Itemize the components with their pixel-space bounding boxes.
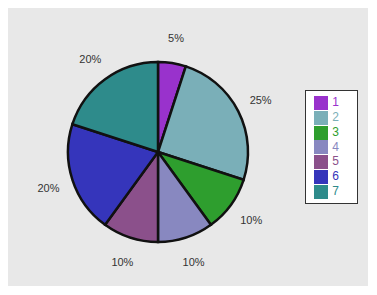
html-text:7: 7 [332,184,339,199]
svg-text:5%: 5% [168,32,184,44]
svg-text:20%: 20% [79,53,101,65]
html-text:3: 3 [332,124,339,139]
svg-text:10%: 10% [240,214,262,226]
svg-text:10%: 10% [111,256,133,268]
svg-text:25%: 25% [250,94,272,106]
html-text:5: 5 [332,154,339,169]
html-text:4: 4 [332,139,339,154]
html-text:6: 6 [332,169,339,184]
svg-text:20%: 20% [37,182,59,194]
html-text:1: 1 [332,95,339,110]
svg-text:10%: 10% [183,256,205,268]
html-text:2: 2 [332,109,339,124]
